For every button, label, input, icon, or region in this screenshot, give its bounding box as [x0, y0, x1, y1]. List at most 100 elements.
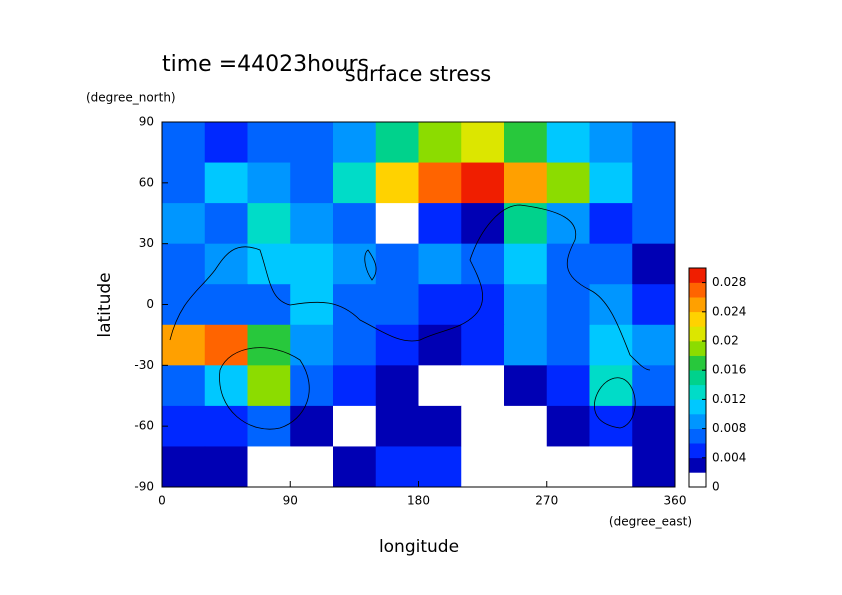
cell — [247, 446, 291, 488]
cell — [247, 243, 291, 285]
cell — [504, 162, 548, 204]
cell — [333, 365, 377, 407]
cell — [461, 203, 505, 245]
cell — [461, 324, 505, 366]
cell — [333, 203, 377, 245]
cell — [290, 365, 334, 407]
cell — [290, 162, 334, 204]
coastline — [169, 204, 651, 371]
colorbar-tick-label: 0.016 — [712, 363, 746, 377]
cell — [375, 243, 419, 285]
x-units: (degree_east) — [609, 515, 692, 529]
cell — [461, 243, 505, 285]
cell — [461, 284, 505, 326]
colorbar-tick-label: 0 — [712, 480, 720, 494]
cell — [204, 284, 248, 326]
cell — [632, 405, 676, 447]
colorbar-tick-label: 0.028 — [712, 275, 746, 289]
cell — [333, 284, 377, 326]
cell — [418, 203, 462, 245]
cell — [204, 405, 248, 447]
chart-title: time =44023hours — [162, 52, 369, 77]
field — [162, 122, 676, 488]
coastlines — [169, 204, 651, 430]
y-tick-label: -60 — [134, 419, 154, 433]
cell — [375, 162, 419, 204]
cell — [632, 122, 676, 164]
cell — [632, 203, 676, 245]
chart-subtitle: surface stress — [345, 62, 491, 86]
cell — [504, 203, 548, 245]
colorbar-segment — [689, 370, 706, 386]
colorbar-segment — [689, 355, 706, 371]
cell — [418, 405, 462, 447]
colorbar-frame — [688, 267, 707, 488]
cell — [333, 324, 377, 366]
coastline — [219, 347, 310, 430]
colorbar-segment — [689, 311, 706, 327]
colorbar-segment — [689, 472, 706, 488]
cell — [546, 284, 590, 326]
cell — [290, 405, 334, 447]
cell — [333, 446, 377, 488]
x-tick-label: 360 — [664, 494, 687, 508]
cell — [290, 203, 334, 245]
cell — [247, 284, 291, 326]
cell — [461, 122, 505, 164]
cell — [290, 122, 334, 164]
colorbar-tick-label: 0.024 — [712, 304, 746, 318]
cell — [162, 365, 206, 407]
cell — [247, 365, 291, 407]
cell — [247, 324, 291, 366]
cell — [504, 446, 548, 488]
cell — [375, 365, 419, 407]
y-axis-label: latitude — [95, 272, 115, 337]
cell — [589, 365, 633, 407]
cell — [589, 243, 633, 285]
cell — [418, 324, 462, 366]
cell — [504, 122, 548, 164]
colorbar-segment — [689, 428, 706, 444]
cell — [418, 365, 462, 407]
cell — [375, 405, 419, 447]
cell — [546, 365, 590, 407]
cell — [589, 446, 633, 488]
cell — [461, 405, 505, 447]
y-tick-label: 0 — [146, 297, 154, 311]
cell — [162, 405, 206, 447]
cell — [247, 162, 291, 204]
y-units: (degree_north) — [86, 91, 176, 105]
cell — [589, 324, 633, 366]
cell — [461, 365, 505, 407]
cell — [375, 446, 419, 488]
cell — [418, 122, 462, 164]
colorbar-segment — [689, 399, 706, 415]
cell — [162, 324, 206, 366]
cell — [546, 243, 590, 285]
cell — [290, 324, 334, 366]
cell — [333, 122, 377, 164]
cell — [632, 162, 676, 204]
coastline — [593, 377, 636, 429]
colorbar-tick-label: 0.008 — [712, 421, 746, 435]
axes: 0 90 180 270 360 -90 -60 -30 0 30 60 90 — [134, 115, 686, 508]
cell — [204, 122, 248, 164]
x-axis-label: longitude — [379, 537, 459, 557]
y-tick-label: 90 — [139, 115, 154, 129]
colorbar-tick-label: 0.012 — [712, 392, 746, 406]
cell — [247, 122, 291, 164]
cell — [589, 122, 633, 164]
cell — [546, 203, 590, 245]
y-tick-label: 30 — [139, 236, 154, 250]
colorbar-tick-label: 0.02 — [712, 334, 739, 348]
cell — [546, 446, 590, 488]
cell — [162, 446, 206, 488]
cell — [333, 243, 377, 285]
cell — [162, 162, 206, 204]
cell — [290, 446, 334, 488]
cell — [504, 243, 548, 285]
colorbar-segment — [689, 457, 706, 473]
colorbar-segment — [689, 282, 706, 298]
cell — [333, 405, 377, 447]
y-tick-label: -90 — [134, 480, 154, 494]
